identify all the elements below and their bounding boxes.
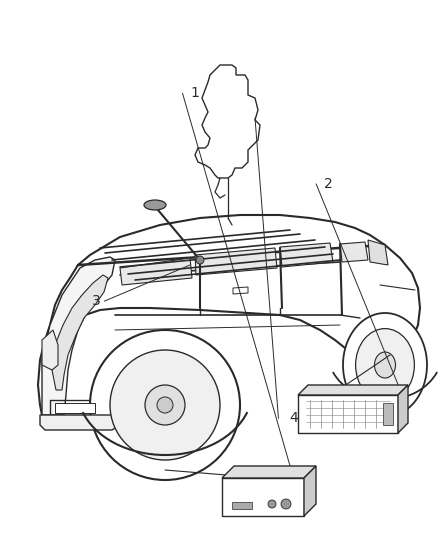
Polygon shape (368, 240, 388, 265)
Polygon shape (222, 478, 304, 516)
Ellipse shape (356, 329, 414, 401)
Polygon shape (195, 65, 260, 178)
Text: 1: 1 (191, 86, 199, 100)
Text: 3: 3 (92, 294, 101, 308)
Polygon shape (42, 330, 58, 370)
Polygon shape (52, 275, 108, 390)
Ellipse shape (343, 313, 427, 417)
Polygon shape (40, 415, 115, 430)
Polygon shape (398, 385, 408, 433)
Polygon shape (42, 257, 115, 415)
Circle shape (196, 256, 204, 264)
Polygon shape (304, 466, 316, 516)
Polygon shape (195, 248, 277, 275)
Polygon shape (120, 258, 192, 285)
Circle shape (145, 385, 185, 425)
Polygon shape (383, 403, 393, 425)
Circle shape (90, 330, 240, 480)
Polygon shape (233, 287, 248, 294)
Polygon shape (298, 395, 398, 433)
Circle shape (110, 350, 220, 460)
Ellipse shape (144, 200, 166, 210)
Polygon shape (280, 243, 333, 267)
Polygon shape (232, 502, 252, 509)
Polygon shape (222, 466, 316, 478)
Polygon shape (55, 403, 95, 413)
Circle shape (268, 500, 276, 508)
Circle shape (157, 397, 173, 413)
Text: 4: 4 (289, 411, 298, 425)
Polygon shape (340, 242, 368, 262)
Polygon shape (38, 215, 420, 415)
Polygon shape (298, 385, 408, 395)
Text: 2: 2 (324, 177, 333, 191)
Ellipse shape (374, 352, 396, 378)
Circle shape (281, 499, 291, 509)
